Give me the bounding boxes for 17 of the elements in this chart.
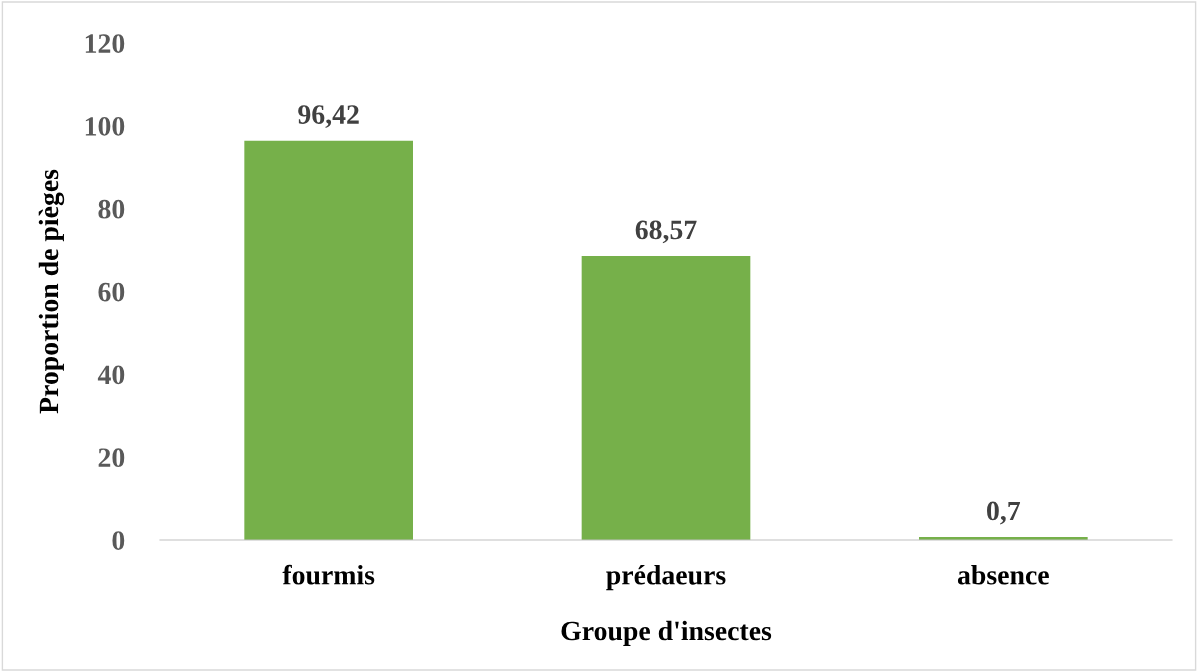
y-axis-title: Proportion de pièges bbox=[38, 169, 65, 414]
data-label: 96,42 bbox=[298, 105, 359, 128]
x-axis-title: Groupe d'insectes bbox=[561, 620, 772, 646]
bar bbox=[244, 140, 413, 540]
y-tick-label: 80 bbox=[98, 199, 125, 219]
data-label: 0,7 bbox=[987, 501, 1021, 525]
y-tick-label: 40 bbox=[97, 365, 125, 385]
x-tick-label: prédaeurs bbox=[606, 565, 726, 591]
y-tick-label: 100 bbox=[85, 117, 125, 136]
y-tick-label: 120 bbox=[85, 34, 125, 53]
x-tick-label: fourmis bbox=[282, 564, 375, 585]
y-tick-label: 0 bbox=[112, 531, 125, 550]
y-tick-label: 20 bbox=[98, 448, 125, 468]
x-tick-label: absence bbox=[957, 565, 1049, 585]
y-tick-label: 60 bbox=[98, 282, 125, 302]
data-label: 68,57 bbox=[635, 220, 697, 244]
bar bbox=[581, 256, 751, 540]
